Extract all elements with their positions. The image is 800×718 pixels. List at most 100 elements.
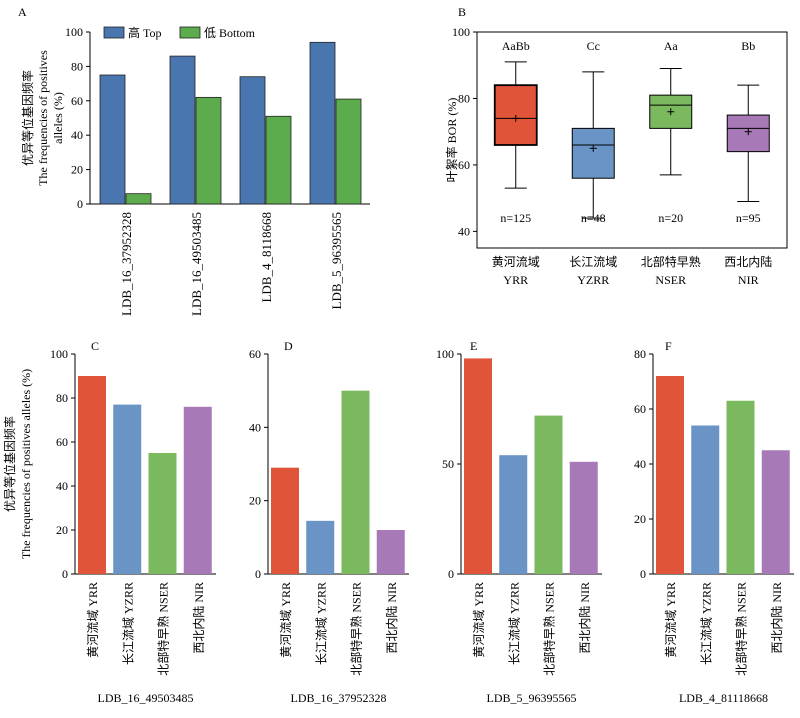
panel-b-category-label: 北部特早熟 bbox=[641, 254, 701, 269]
panel-b-sample-size: n=48 bbox=[581, 211, 606, 225]
panel-d-bar bbox=[271, 467, 299, 574]
panel-a-y-axis-label: The frequencies of positives bbox=[36, 50, 50, 186]
panel-b-category-label: NIR bbox=[738, 273, 759, 287]
panel-b-category-label: 西北内陆 bbox=[724, 254, 772, 269]
panel-d-bar bbox=[306, 520, 335, 574]
panel-a-bar bbox=[309, 41, 336, 205]
panel-d-category-label: 西北内陆 NIR bbox=[384, 582, 399, 654]
panel-a-y-axis-label: alleles (%) bbox=[51, 92, 65, 144]
panel-a-legend-swatch bbox=[179, 26, 201, 39]
panel-e-bar bbox=[464, 358, 492, 574]
panel-a-y-tick-label: 100 bbox=[65, 25, 83, 39]
panel-c-y-tick-label: 40 bbox=[56, 479, 68, 493]
panel-c-y-tick-label: 20 bbox=[56, 523, 68, 537]
panel-c-category-label: 长江流域 YZRR bbox=[121, 582, 135, 665]
panel-e-bar bbox=[534, 415, 563, 574]
panel-e-category-label: 北部特早熟 NSER bbox=[542, 582, 557, 676]
panel-b-category-label: 黄河流域 bbox=[492, 255, 540, 269]
panel-c-y-axis-label: The frequencies of positives alleles (%) bbox=[19, 369, 33, 559]
panel-b-y-axis-label: 叶絮率 BOR (%) bbox=[444, 98, 459, 183]
panel-c-y-tick-label: 0 bbox=[62, 567, 68, 581]
panel-label-a: A bbox=[18, 5, 27, 19]
panel-f-y-tick-label: 80 bbox=[634, 347, 646, 361]
panel-f-y-tick-label: 20 bbox=[634, 512, 646, 526]
panel-a-bar bbox=[335, 98, 362, 205]
panel-d-y-tick-label: 40 bbox=[249, 420, 261, 434]
panel-d-category-label: 黄河流域 YRR bbox=[279, 582, 293, 658]
panel-a-bar bbox=[239, 76, 266, 205]
panel-c-y-axis-label: 优异等位基因频率 bbox=[2, 416, 17, 512]
panel-b-category-label: YRR bbox=[503, 273, 528, 287]
panel-e-x-axis-label: LDB_5_96395565 bbox=[487, 691, 577, 705]
panel-b-frame bbox=[476, 31, 788, 249]
panel-f-bar bbox=[656, 376, 684, 574]
panel-a-bar bbox=[169, 55, 196, 205]
panel-a-y-tick-label: 60 bbox=[71, 94, 83, 108]
panel-e-bar bbox=[499, 455, 528, 574]
panel-d-bar bbox=[341, 390, 370, 574]
panel-b-significance-letters: Bb bbox=[741, 39, 755, 53]
panel-d-bar bbox=[376, 530, 405, 574]
panel-c-y-tick-label: 80 bbox=[56, 391, 68, 405]
panel-d-y-tick-label: 0 bbox=[255, 567, 261, 581]
panel-a-bar bbox=[195, 96, 222, 205]
panel-a-legend-label: 高 Top bbox=[128, 25, 162, 40]
panel-b-sample-size: n=125 bbox=[500, 211, 531, 225]
panel-label-e: E bbox=[470, 339, 477, 353]
panel-c-category-label: 黄河流域 YRR bbox=[86, 582, 100, 658]
panel-label-f: F bbox=[665, 339, 672, 353]
panel-a-category-label: LDB_16_49503485 bbox=[189, 212, 204, 316]
panel-e-category-label: 西北内陆 NIR bbox=[577, 582, 592, 654]
panel-a-legend-label: 低 Bottom bbox=[204, 26, 256, 40]
panel-d-y-tick-label: 20 bbox=[249, 494, 261, 508]
panel-a-bar bbox=[125, 193, 152, 205]
panel-f-bar bbox=[761, 450, 790, 574]
panel-f-category-label: 北部特早熟 NSER bbox=[734, 582, 749, 676]
panel-a-y-tick-label: 80 bbox=[71, 59, 83, 73]
panel-b-sample-size: n=95 bbox=[736, 211, 761, 225]
panel-f-category-label: 长江流域 YZRR bbox=[699, 582, 713, 665]
panel-b-category-label: NSER bbox=[655, 273, 686, 287]
panel-b-category-label: YZRR bbox=[577, 273, 609, 287]
panel-a-bar bbox=[265, 115, 292, 205]
panel-e-category-label: 长江流域 YZRR bbox=[507, 582, 521, 665]
panel-b-significance-letters: AaBb bbox=[502, 39, 530, 53]
panel-c-y-tick-label: 60 bbox=[56, 435, 68, 449]
panel-label-c: C bbox=[91, 339, 99, 353]
panel-e-y-tick-label: 0 bbox=[448, 567, 454, 581]
panel-f-y-tick-label: 60 bbox=[634, 402, 646, 416]
panel-c-bar bbox=[113, 404, 142, 574]
panel-a-category-label: LDB_5_96395565 bbox=[329, 212, 344, 310]
panel-f-category-label: 西北内陆 NIR bbox=[769, 582, 784, 654]
panel-a-bar bbox=[99, 74, 126, 205]
panel-d-y-tick-label: 60 bbox=[249, 347, 261, 361]
panel-f-bar bbox=[691, 425, 720, 574]
panel-b-sample-size: n=20 bbox=[658, 211, 683, 225]
panel-a-category-label: LDB_16_37952328 bbox=[119, 212, 134, 316]
panel-e-bar bbox=[569, 461, 598, 574]
panel-e-category-label: 黄河流域 YRR bbox=[472, 582, 486, 658]
panel-b-y-tick-label: 40 bbox=[458, 224, 470, 238]
panel-c-category-label: 北部特早熟 NSER bbox=[156, 582, 171, 676]
panel-b-box bbox=[571, 127, 615, 179]
panel-a-y-axis-label: 优异等位基因频率 bbox=[20, 70, 35, 166]
panel-f-x-axis-label: LDB_4_81118668 bbox=[679, 691, 768, 705]
panel-c-y-tick-label: 100 bbox=[50, 347, 68, 361]
panel-b-y-tick-label: 80 bbox=[458, 91, 470, 105]
panel-f-y-tick-label: 40 bbox=[634, 457, 646, 471]
panel-a-y-tick-label: 0 bbox=[77, 197, 83, 211]
panel-c-bar bbox=[148, 453, 177, 574]
panel-b-category-label: 长江流域 bbox=[569, 255, 617, 269]
panel-e-y-tick-label: 100 bbox=[436, 347, 454, 361]
panel-a-y-tick-label: 20 bbox=[71, 163, 83, 177]
panel-c-bar bbox=[183, 406, 212, 574]
panel-d-category-label: 长江流域 YZRR bbox=[314, 582, 328, 665]
panel-a-legend-swatch bbox=[103, 26, 125, 39]
panel-label-b: B bbox=[458, 5, 466, 19]
panel-d-category-label: 北部特早熟 NSER bbox=[349, 582, 364, 676]
panel-label-d: D bbox=[284, 339, 293, 353]
panel-c-bar bbox=[78, 376, 106, 574]
panel-c-category-label: 西北内陆 NIR bbox=[191, 582, 206, 654]
